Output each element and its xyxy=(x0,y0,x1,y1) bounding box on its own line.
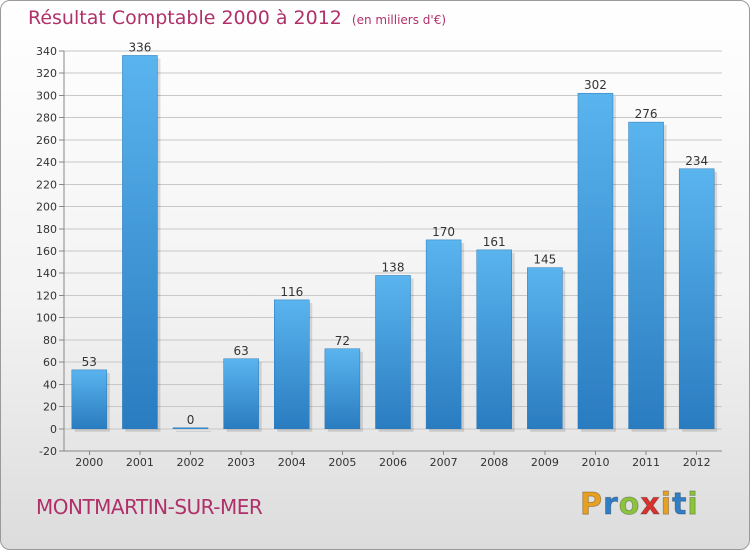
y-tick-label: 340 xyxy=(36,45,57,58)
y-tick-label: 0 xyxy=(50,423,57,436)
logo-letter: i xyxy=(660,487,673,523)
value-label: 138 xyxy=(382,260,405,274)
y-tick-label: 320 xyxy=(36,67,57,80)
x-tick-label: 2002 xyxy=(177,456,205,469)
x-tick-label: 2004 xyxy=(278,456,306,469)
bar xyxy=(628,121,664,430)
chart-title: Résultat Comptable 2000 à 2012 (en millie… xyxy=(28,7,446,29)
y-tick-label: 80 xyxy=(43,334,57,347)
bar xyxy=(678,168,715,430)
value-label: 116 xyxy=(280,285,303,299)
y-tick-label: 40 xyxy=(43,378,57,391)
value-label: 170 xyxy=(432,225,455,239)
y-tick-label: 20 xyxy=(43,401,57,414)
x-tick-label: 2011 xyxy=(632,456,660,469)
y-tick-label: 180 xyxy=(36,223,57,236)
bar xyxy=(223,358,259,430)
y-tick-label: 300 xyxy=(36,89,57,102)
value-label: 276 xyxy=(635,107,658,121)
x-tick-label: 2005 xyxy=(328,456,356,469)
bar xyxy=(122,55,158,430)
value-label: 72 xyxy=(335,334,350,348)
y-tick-label: 100 xyxy=(36,312,57,325)
bar-layer xyxy=(71,55,718,432)
bar xyxy=(172,427,209,430)
bar xyxy=(71,369,108,430)
value-label: 302 xyxy=(584,78,607,92)
x-tick-label: 2000 xyxy=(75,456,103,469)
y-tick-label: 260 xyxy=(36,134,57,147)
x-tick-label: 2009 xyxy=(531,456,559,469)
bar xyxy=(274,299,310,430)
y-tick-label: 160 xyxy=(36,245,57,258)
logo-letter: i xyxy=(687,487,699,523)
x-tick-label: 2012 xyxy=(683,456,711,469)
logo-letter: x xyxy=(640,487,661,523)
x-tick-label: 2008 xyxy=(480,456,508,469)
proxiti-logo: Proxiti xyxy=(580,487,699,523)
bar-shadow xyxy=(176,430,212,432)
x-tick-label: 2006 xyxy=(379,456,407,469)
x-tick-label: 2001 xyxy=(126,456,154,469)
y-tick-label: 200 xyxy=(36,201,57,214)
axis-layer: -20 0 20 40 60 80 100 120 140 160 180 200 220 240 260 2… xyxy=(36,45,722,469)
y-tick-label: 120 xyxy=(36,289,57,302)
bar xyxy=(375,275,411,430)
value-label: 161 xyxy=(483,235,506,249)
logo-letter: o xyxy=(618,487,641,523)
bar xyxy=(324,348,361,430)
y-tick-label: -20 xyxy=(39,445,57,458)
value-label: 53 xyxy=(82,355,97,369)
x-tick-label: 2010 xyxy=(581,456,609,469)
y-tick-label: 60 xyxy=(43,356,57,369)
value-label: 336 xyxy=(128,40,151,54)
label-layer: 53 336 0 63 116 72 138 170 161 145 302 276 234 xyxy=(82,40,708,426)
y-tick-label: 220 xyxy=(36,178,57,191)
x-tick-label: 2007 xyxy=(430,456,458,469)
logo-letter: P xyxy=(580,487,603,523)
value-label: 234 xyxy=(685,154,708,168)
y-tick-label: 240 xyxy=(36,156,57,169)
logo-letter: t xyxy=(672,487,688,523)
y-tick-label: 140 xyxy=(36,267,57,280)
bar xyxy=(425,239,462,430)
bar xyxy=(476,249,512,430)
value-label: 63 xyxy=(234,344,249,358)
y-tick-label: 280 xyxy=(36,112,57,125)
bar xyxy=(527,267,563,430)
logo-letter: r xyxy=(603,487,619,523)
bar xyxy=(577,92,614,430)
x-tick-label: 2003 xyxy=(227,456,255,469)
chart-title-text: Résultat Comptable 2000 à 2012 xyxy=(28,7,342,29)
commune-name: MONTMARTIN-SUR-MER xyxy=(36,495,263,519)
chart-subtitle: (en milliers d'€) xyxy=(351,13,447,27)
value-label: 145 xyxy=(533,253,556,267)
value-label: 0 xyxy=(187,413,195,427)
